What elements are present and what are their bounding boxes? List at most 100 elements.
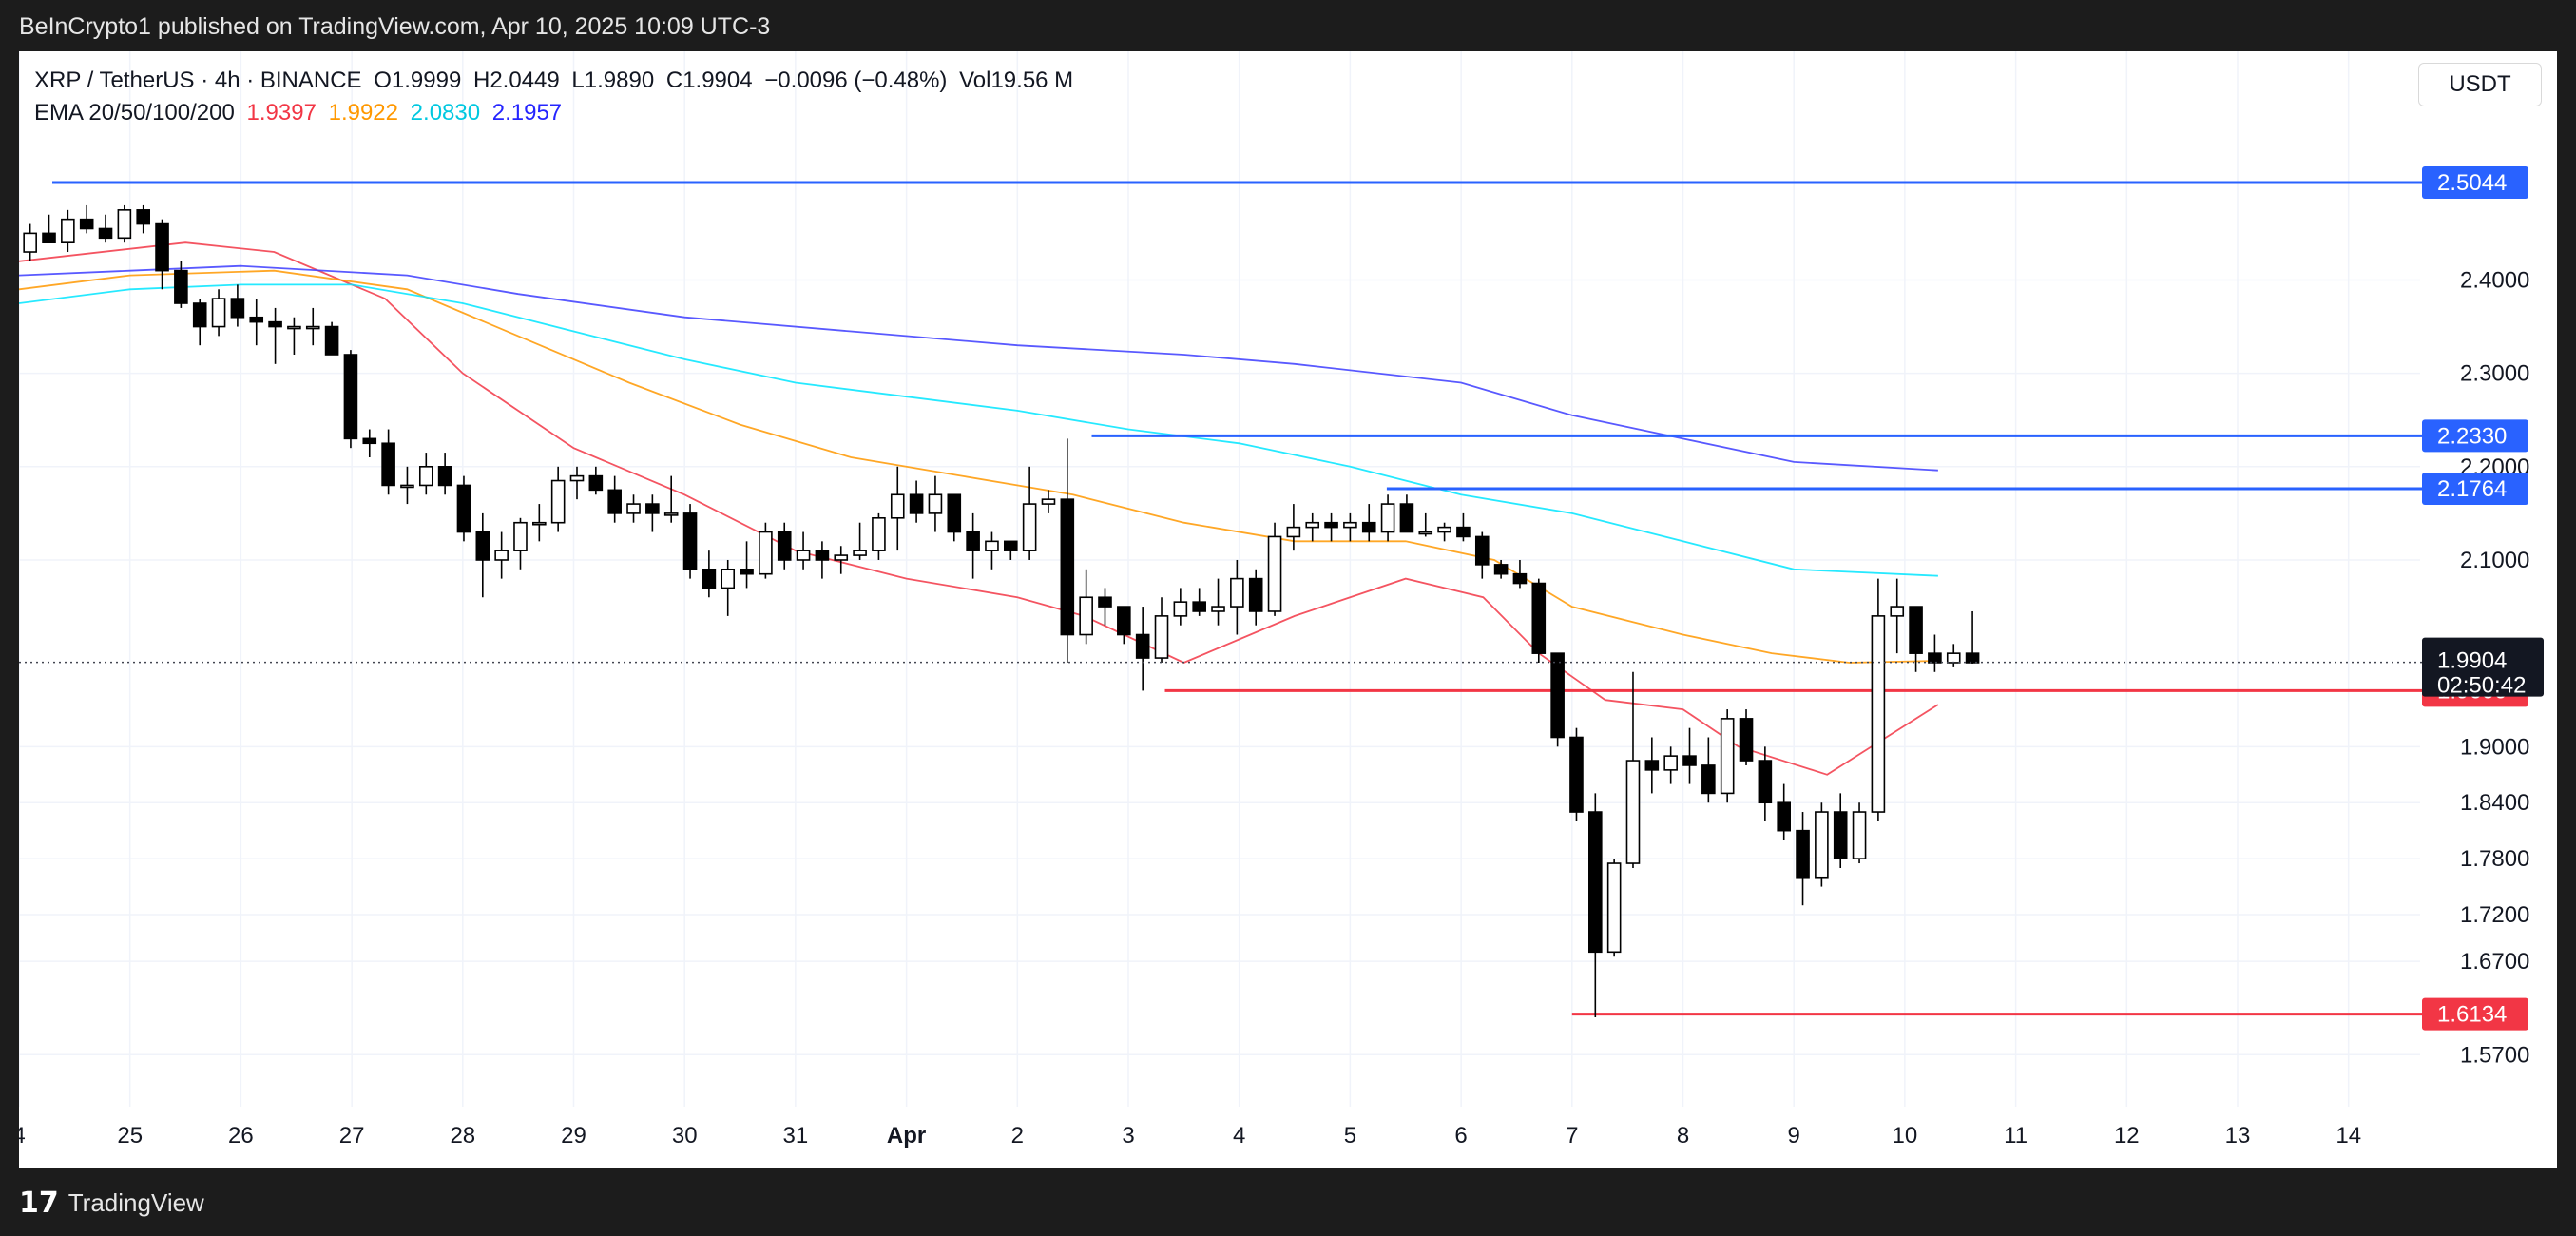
candle-body[interactable] xyxy=(117,209,132,240)
candle-body[interactable] xyxy=(1777,801,1791,832)
candle-body[interactable] xyxy=(928,493,943,514)
candle-body[interactable] xyxy=(1135,633,1150,659)
candle-body[interactable] xyxy=(437,466,452,487)
candle-body[interactable] xyxy=(645,503,660,514)
candle-body[interactable] xyxy=(381,442,395,487)
candle-body[interactable] xyxy=(815,550,830,561)
candle-body[interactable] xyxy=(1588,811,1603,954)
candle-body[interactable] xyxy=(947,493,962,533)
candle-body[interactable] xyxy=(966,531,980,551)
candle-body[interactable] xyxy=(1230,577,1244,608)
candle-body[interactable] xyxy=(42,232,56,244)
candle-body[interactable] xyxy=(1512,572,1528,585)
tradingview-brand[interactable]: 17 TradingView xyxy=(19,1187,204,1220)
candle-body[interactable] xyxy=(249,316,264,323)
candle-body[interactable] xyxy=(494,550,509,561)
candle-body[interactable] xyxy=(1644,760,1660,771)
candle-body[interactable] xyxy=(1531,582,1547,654)
candle-body[interactable] xyxy=(400,484,414,489)
candle-body[interactable] xyxy=(98,227,113,240)
candle-body[interactable] xyxy=(155,222,169,272)
candle-body[interactable] xyxy=(1380,503,1395,533)
candle-body[interactable] xyxy=(1720,718,1735,795)
candle-body[interactable] xyxy=(985,540,999,551)
candle-body[interactable] xyxy=(192,302,207,328)
candle-body[interactable] xyxy=(626,503,641,514)
candle-body[interactable] xyxy=(1211,606,1225,612)
candle-body[interactable] xyxy=(1098,596,1112,608)
candle-body[interactable] xyxy=(1965,652,1980,664)
candle-body[interactable] xyxy=(1361,521,1376,533)
candle-body[interactable] xyxy=(890,493,905,519)
candle-body[interactable] xyxy=(740,568,754,575)
candle-body[interactable] xyxy=(721,568,736,589)
candle-body[interactable] xyxy=(569,474,585,482)
symbol-label[interactable]: XRP / TetherUS · 4h · BINANCE xyxy=(34,68,362,93)
candle-body[interactable] xyxy=(1248,577,1263,612)
candle-body[interactable] xyxy=(1399,503,1414,533)
candle-body[interactable] xyxy=(79,218,94,230)
candle-body[interactable] xyxy=(1305,521,1320,529)
candle-body[interactable] xyxy=(1493,564,1509,575)
candle-body[interactable] xyxy=(230,298,245,319)
candle-body[interactable] xyxy=(1758,760,1773,804)
candle-body[interactable] xyxy=(1154,615,1169,659)
candle-body[interactable] xyxy=(663,512,679,516)
candle-body[interactable] xyxy=(682,512,698,570)
chart-panel[interactable]: 2.4000 2.3000 2.2000 2.1000 1.9000 1.8400 1.78… xyxy=(19,51,2557,1168)
candle-body[interactable] xyxy=(550,479,566,524)
candle-body[interactable] xyxy=(834,554,849,561)
candle-body[interactable] xyxy=(1946,652,1961,664)
candle-body[interactable] xyxy=(1022,503,1037,551)
currency-button[interactable]: USDT xyxy=(2418,63,2542,106)
candle-body[interactable] xyxy=(418,466,433,487)
candle-body[interactable] xyxy=(853,550,867,556)
candle-body[interactable] xyxy=(1890,606,1905,617)
candle-body[interactable] xyxy=(1041,498,1056,505)
candle-body[interactable] xyxy=(1682,755,1697,766)
candle-body[interactable] xyxy=(23,232,37,253)
candle-body[interactable] xyxy=(1267,535,1282,612)
candle-body[interactable] xyxy=(532,521,547,526)
candle-body[interactable] xyxy=(1833,811,1848,859)
candle-body[interactable] xyxy=(588,474,604,492)
candle-body[interactable] xyxy=(1569,736,1584,813)
candle-body[interactable] xyxy=(777,531,792,561)
candle-body[interactable] xyxy=(1909,606,1923,654)
candle-body[interactable] xyxy=(1606,862,1622,954)
candle-body[interactable] xyxy=(1852,811,1867,859)
candle-body[interactable] xyxy=(1079,596,1093,636)
candle-body[interactable] xyxy=(513,521,528,551)
candle-body[interactable] xyxy=(456,484,471,533)
candle-body[interactable] xyxy=(475,531,490,561)
candle-body[interactable] xyxy=(1192,601,1206,612)
ema-label[interactable]: EMA 20/50/100/200 xyxy=(34,100,235,126)
candle-body[interactable] xyxy=(1663,755,1678,771)
candle-body[interactable] xyxy=(1418,531,1433,535)
candle-body[interactable] xyxy=(1550,652,1565,739)
candle-body[interactable] xyxy=(174,269,188,304)
candle-body[interactable] xyxy=(1437,526,1451,533)
candle-body[interactable] xyxy=(1739,718,1754,762)
candle-body[interactable] xyxy=(1815,811,1829,879)
candle-body[interactable] xyxy=(1060,498,1075,636)
candle-body[interactable] xyxy=(1117,606,1131,636)
candle-body[interactable] xyxy=(1286,526,1301,538)
candle-body[interactable] xyxy=(607,489,622,514)
candle-body[interactable] xyxy=(136,209,151,225)
candle-body[interactable] xyxy=(287,325,301,330)
candle-body[interactable] xyxy=(872,517,886,551)
candle-body[interactable] xyxy=(61,218,75,244)
candle-body[interactable] xyxy=(211,298,226,328)
candle-body[interactable] xyxy=(1003,540,1018,551)
candle-body[interactable] xyxy=(702,568,717,589)
candle-body[interactable] xyxy=(1173,601,1188,617)
candle-body[interactable] xyxy=(362,437,377,445)
candle-body[interactable] xyxy=(343,354,358,440)
candle-body[interactable] xyxy=(1796,829,1810,879)
candle-body[interactable] xyxy=(1474,535,1490,566)
candle-body[interactable] xyxy=(1871,615,1886,813)
candle-body[interactable] xyxy=(305,325,320,330)
price-chart[interactable]: 2.40002.30002.20002.10001.90001.84001.78… xyxy=(19,51,2557,1168)
candle-body[interactable] xyxy=(1928,652,1942,664)
